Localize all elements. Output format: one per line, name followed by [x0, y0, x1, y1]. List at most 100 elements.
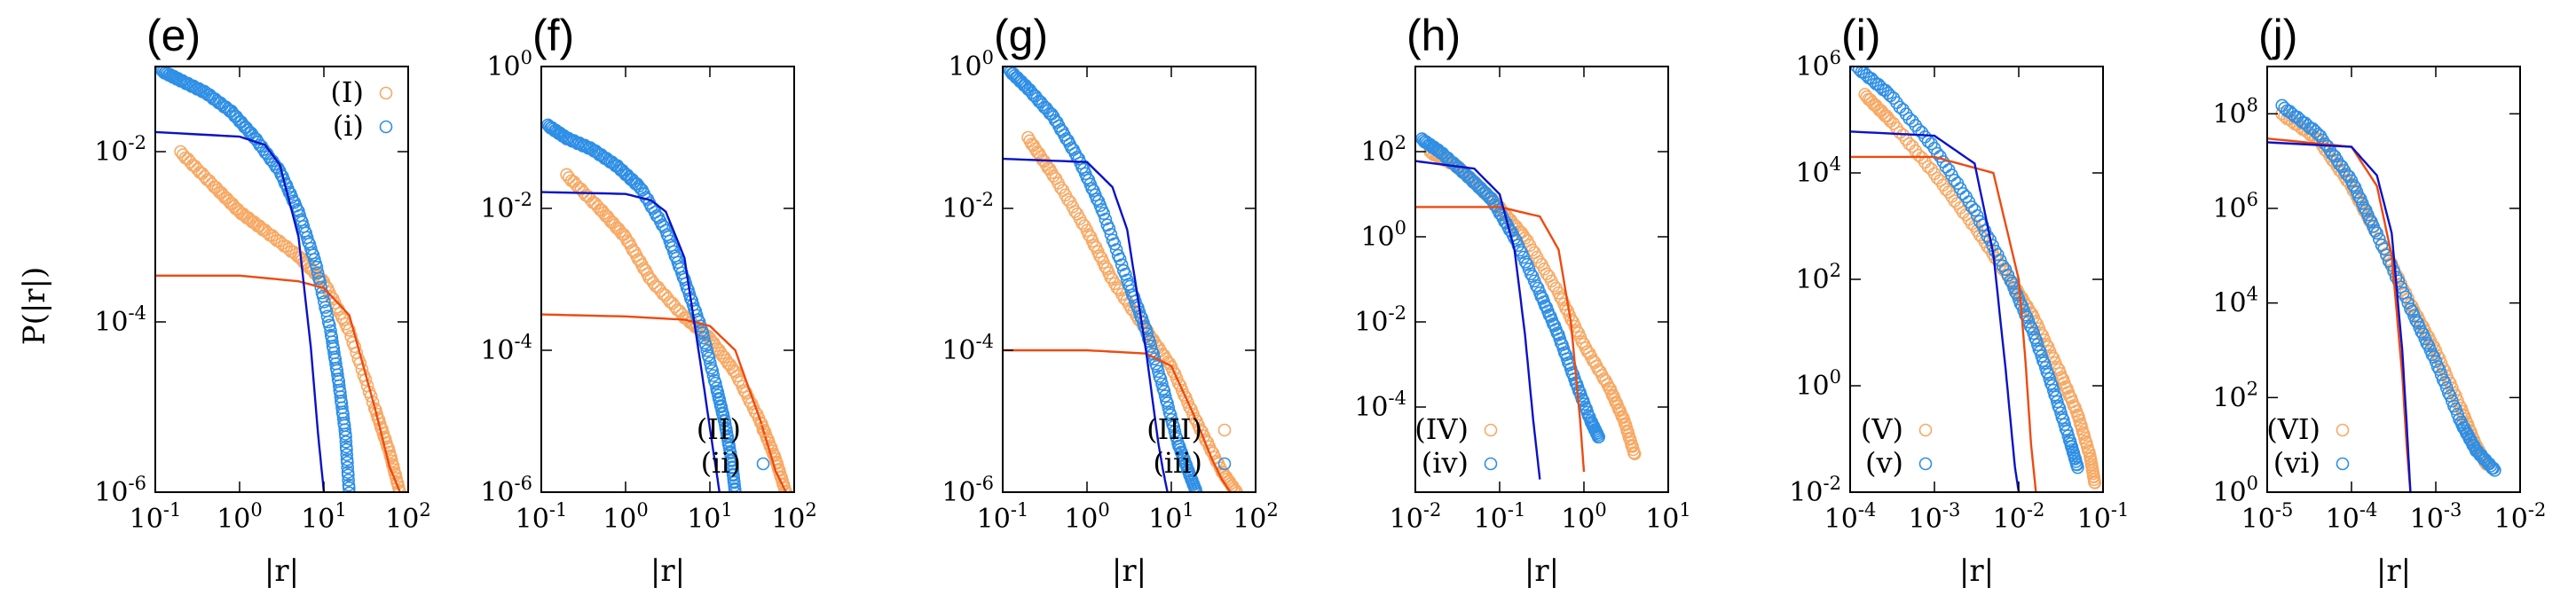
- data-point: [2486, 461, 2501, 475]
- x-tick-label: 100: [603, 499, 649, 535]
- plot-area: [1850, 67, 2102, 492]
- data-point: [2001, 268, 2015, 282]
- series-markers-ii: [541, 118, 742, 492]
- legend-label: (VI): [2266, 412, 2320, 446]
- legend-marker: [379, 120, 393, 134]
- panel-label: (f): [532, 11, 574, 60]
- data-point: [1524, 267, 1538, 281]
- y-tick-label: 10-2: [941, 189, 994, 224]
- panel-j: (j) 10-5 10-4 10-3 10-2 100 102 104 106 108 |r| (VI…: [2212, 11, 2546, 589]
- data-point: [1075, 216, 1089, 231]
- data-point: [1138, 320, 1152, 333]
- data-point: [1061, 192, 1075, 207]
- data-point: [343, 324, 356, 337]
- plot-area: [2267, 98, 2501, 492]
- plot-frame: [2266, 66, 2521, 493]
- data-point: [1163, 408, 1178, 422]
- data-point: [2019, 308, 2032, 322]
- legend-marker: [379, 86, 393, 100]
- data-point: [1097, 207, 1111, 221]
- plot-frame: [540, 66, 795, 493]
- series-markers-vi: [2275, 98, 2501, 477]
- y-tick-label: 102: [2212, 378, 2258, 413]
- data-point: [1547, 278, 1561, 293]
- x-tick-label: 100: [1064, 499, 1110, 535]
- data-point: [668, 300, 681, 313]
- y-tick-label: 10-2: [480, 189, 532, 224]
- data-point: [1998, 262, 2013, 277]
- data-point: [335, 310, 349, 325]
- data-point: [320, 309, 335, 324]
- panel-label: (h): [1406, 11, 1461, 60]
- fit-curve-blue: [2267, 141, 2412, 492]
- legend-label: (iii): [1153, 446, 1202, 480]
- data-point: [696, 326, 710, 340]
- x-axis-label: |r|: [1524, 553, 1559, 589]
- data-point: [1140, 327, 1154, 341]
- data-point: [1113, 252, 1127, 266]
- y-tick-label: 100: [1795, 366, 1841, 402]
- data-point: [2430, 360, 2445, 373]
- data-point: [1592, 430, 1606, 443]
- data-point: [661, 292, 674, 306]
- x-tick-label: 10-4: [1824, 499, 1877, 535]
- data-point: [1168, 425, 1182, 438]
- plot-area: [1415, 132, 1642, 480]
- x-axis-label: |r|: [264, 553, 299, 589]
- panel-label: (i): [1841, 11, 1880, 60]
- data-point: [651, 280, 665, 294]
- series-markers-v: [1850, 67, 2084, 474]
- y-tick-label: 106: [2212, 189, 2258, 224]
- x-tick-label: 10-1: [977, 499, 1029, 535]
- legend-marker: [2336, 423, 2350, 437]
- data-point: [1085, 182, 1099, 195]
- data-point: [2009, 286, 2022, 299]
- data-point: [2368, 223, 2382, 238]
- data-point: [1518, 255, 1532, 269]
- data-point: [646, 276, 660, 290]
- data-point: [1171, 376, 1186, 390]
- legend-marker: [1484, 457, 1498, 471]
- data-point: [1139, 322, 1153, 336]
- data-point: [1080, 171, 1094, 184]
- legend: (III)(iii): [1146, 412, 1232, 480]
- data-point: [1147, 352, 1162, 365]
- data-point: [1529, 278, 1543, 293]
- data-point: [2044, 377, 2058, 390]
- legend-label: (I): [330, 75, 364, 109]
- data-point: [176, 148, 190, 161]
- y-tick-label: 10-4: [941, 331, 994, 366]
- data-point: [1193, 423, 1207, 436]
- data-point: [367, 402, 382, 415]
- x-axis-label: |r|: [1112, 553, 1146, 589]
- series-markers-i: [155, 67, 356, 492]
- data-point: [1104, 270, 1117, 284]
- data-point: [1046, 169, 1060, 183]
- data-point: [341, 460, 355, 474]
- data-point: [1991, 247, 2005, 262]
- x-tick-label: 100: [1561, 499, 1607, 535]
- data-point: [2420, 336, 2434, 350]
- legend-label: (III): [1146, 412, 1202, 446]
- data-point: [1068, 205, 1082, 218]
- data-point: [1230, 486, 1244, 492]
- legend-marker: [1217, 423, 1232, 437]
- x-tick-label: 10-1: [1474, 499, 1526, 535]
- fit-curve-orange: [1003, 349, 1232, 492]
- data-point: [704, 356, 717, 370]
- data-point: [1167, 419, 1181, 434]
- data-point: [697, 331, 711, 345]
- data-point: [1155, 377, 1169, 391]
- y-tick-label: 10-2: [1789, 473, 1841, 508]
- plot-frame: [154, 66, 409, 493]
- y-tick-label: 104: [1795, 153, 1841, 189]
- data-point: [702, 351, 716, 365]
- data-point: [1102, 222, 1116, 236]
- data-point: [2436, 372, 2450, 387]
- data-point: [2441, 386, 2455, 400]
- plot-frame: [1414, 66, 1669, 493]
- data-point: [2401, 296, 2415, 309]
- legend-label: (V): [1861, 412, 1903, 446]
- y-tick-label: 102: [1795, 260, 1841, 295]
